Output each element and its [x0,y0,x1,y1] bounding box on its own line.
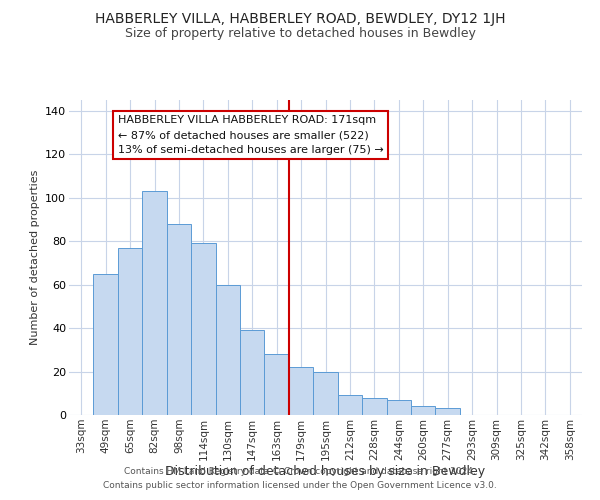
Bar [338,396,362,415]
Bar [215,284,240,415]
Bar [94,274,118,415]
Bar [118,248,142,415]
Bar [386,400,411,415]
Bar [191,244,215,415]
Bar [265,354,289,415]
Y-axis label: Number of detached properties: Number of detached properties [29,170,40,345]
Bar [289,367,313,415]
Bar [436,408,460,415]
Bar [167,224,191,415]
Bar [313,372,338,415]
X-axis label: Distribution of detached houses by size in Bewdley: Distribution of detached houses by size … [166,466,485,478]
Bar [240,330,265,415]
Text: Contains public sector information licensed under the Open Government Licence v3: Contains public sector information licen… [103,481,497,490]
Bar [142,191,167,415]
Text: HABBERLEY VILLA HABBERLEY ROAD: 171sqm
← 87% of detached houses are smaller (522: HABBERLEY VILLA HABBERLEY ROAD: 171sqm ←… [118,115,383,155]
Text: Contains HM Land Registry data © Crown copyright and database right 2024.: Contains HM Land Registry data © Crown c… [124,467,476,476]
Text: Size of property relative to detached houses in Bewdley: Size of property relative to detached ho… [125,28,475,40]
Text: HABBERLEY VILLA, HABBERLEY ROAD, BEWDLEY, DY12 1JH: HABBERLEY VILLA, HABBERLEY ROAD, BEWDLEY… [95,12,505,26]
Bar [362,398,386,415]
Bar [411,406,436,415]
